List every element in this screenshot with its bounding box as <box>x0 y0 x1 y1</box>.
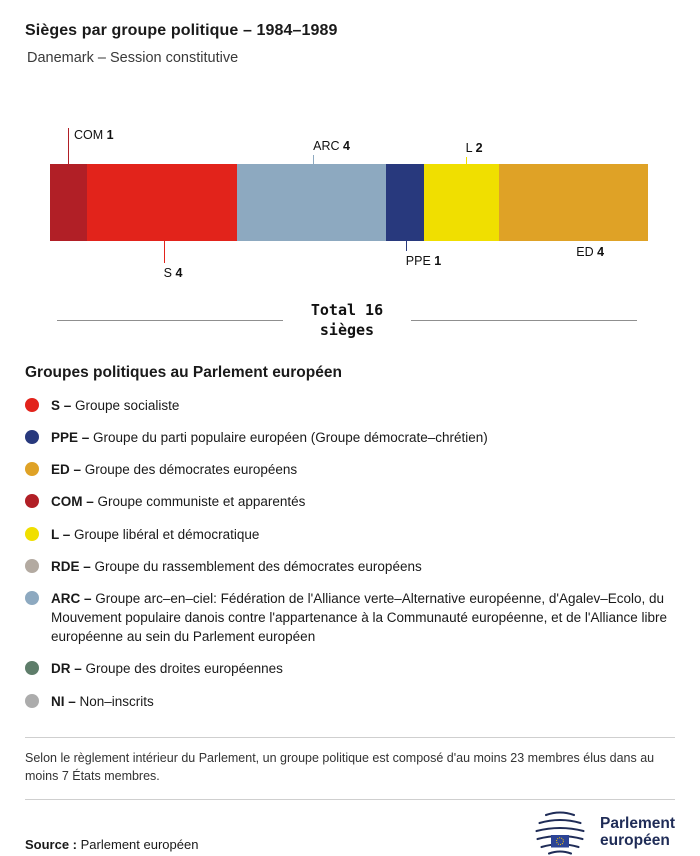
bar-label-ed: ED 4 <box>576 241 604 259</box>
legend-item-text: S – Groupe socialiste <box>51 398 180 413</box>
legend-item-ed: ED – Groupe des démocrates européens <box>25 460 675 479</box>
label-tick <box>465 157 467 164</box>
bar-label-com: COM 1 <box>67 128 114 164</box>
page-subtitle: Danemark – Session constitutive <box>27 50 239 66</box>
bar-label-text: COM 1 <box>73 128 114 142</box>
bar-label-ppe: PPE 1 <box>405 241 442 268</box>
total-seats-text: Total 16 sièges <box>310 301 384 339</box>
bar-label-s: S 4 <box>163 241 183 280</box>
legend-item-text: ED – Groupe des démocrates européens <box>51 462 298 478</box>
legend-item-text: NI – Non–inscrits <box>51 693 154 709</box>
group-color-dot <box>25 558 39 573</box>
label-tick <box>67 128 69 164</box>
stacked-bar <box>50 164 648 241</box>
legend-item-com: COM – Groupe communiste et apparentés <box>25 492 675 511</box>
legend-item-text: PPE – Groupe du parti populaire européen… <box>51 430 488 446</box>
legend-item-s: S – Groupe socialiste <box>25 396 675 415</box>
page-title: Sièges par groupe politique – 1984–1989 <box>25 22 338 39</box>
legend-item-text: COM – Groupe communiste et apparentés <box>51 494 306 510</box>
legend-item-dr: DR – Groupe des droites européennes <box>25 659 675 678</box>
group-color-dot <box>25 693 39 708</box>
legend-item-arc: ARC – Groupe arc–en–ciel: Fédération de … <box>25 589 675 646</box>
political-groups-legend: S – Groupe socialiste PPE – Groupe du pa… <box>25 396 675 711</box>
bar-segment-com <box>50 164 88 241</box>
ep-logo-text: Parlement européen <box>600 815 675 850</box>
total-rule-right <box>411 320 637 321</box>
label-tick <box>163 241 165 263</box>
bar-label-text: ARC 4 <box>313 139 350 153</box>
legend-item-text: RDE – Groupe du rassemblement des démocr… <box>51 558 422 574</box>
group-color-dot <box>25 494 39 509</box>
eu-flag <box>551 835 570 848</box>
bar-label-text: ED 4 <box>576 245 605 259</box>
group-color-dot <box>25 526 39 541</box>
legend-item-rde: RDE – Groupe du rassemblement des démocr… <box>25 557 675 576</box>
group-color-dot <box>25 590 39 605</box>
bar-label-l: L 2 <box>465 141 483 164</box>
label-tick <box>405 241 407 251</box>
legend-item-l: L – Groupe libéral et démocratique <box>25 525 675 544</box>
page-footer: Source : Parlement européen Parlement eu… <box>25 808 675 856</box>
bar-segment-arc <box>236 164 387 241</box>
bar-segment-ppe <box>386 164 424 241</box>
legend-item-ni: NI – Non–inscrits <box>25 692 675 711</box>
bar-segment-l <box>423 164 499 241</box>
legend-item-text: DR – Groupe des droites européennes <box>51 661 283 677</box>
bar-label-text: L 2 <box>465 141 483 155</box>
european-parliament-logo: Parlement européen <box>529 808 675 856</box>
legend-item-text: ARC – Groupe arc–en–ciel: Fédération de … <box>51 590 668 645</box>
bar-label-text: S 4 <box>163 266 183 280</box>
label-tick <box>313 155 315 164</box>
total-rule-left <box>57 320 283 321</box>
group-color-dot <box>25 462 39 477</box>
legend-item-text: L – Groupe libéral et démocratique <box>51 526 260 542</box>
bar-segment-ed <box>498 164 648 241</box>
ep-hemicycle-icon <box>535 811 585 855</box>
source-line: Source : Parlement européen <box>25 837 199 853</box>
bar-label-text: PPE 1 <box>405 254 442 268</box>
seats-stacked-bar-chart: COM 1 ARC 4 L 2 S 4 PPE 1 ED 4 <box>50 126 648 281</box>
eu-stars <box>556 837 564 846</box>
group-color-dot <box>25 661 39 676</box>
bar-segment-s <box>87 164 237 241</box>
bar-label-arc: ARC 4 <box>313 139 350 164</box>
rules-footnote: Selon le règlement intérieur du Parlemen… <box>25 736 675 801</box>
legend-item-ppe: PPE – Groupe du parti populaire européen… <box>25 428 675 447</box>
legend-heading: Groupes politiques au Parlement européen <box>25 364 342 381</box>
total-seats: Total 16 sièges <box>57 301 637 340</box>
group-color-dot <box>25 430 39 445</box>
group-color-dot <box>25 398 39 412</box>
